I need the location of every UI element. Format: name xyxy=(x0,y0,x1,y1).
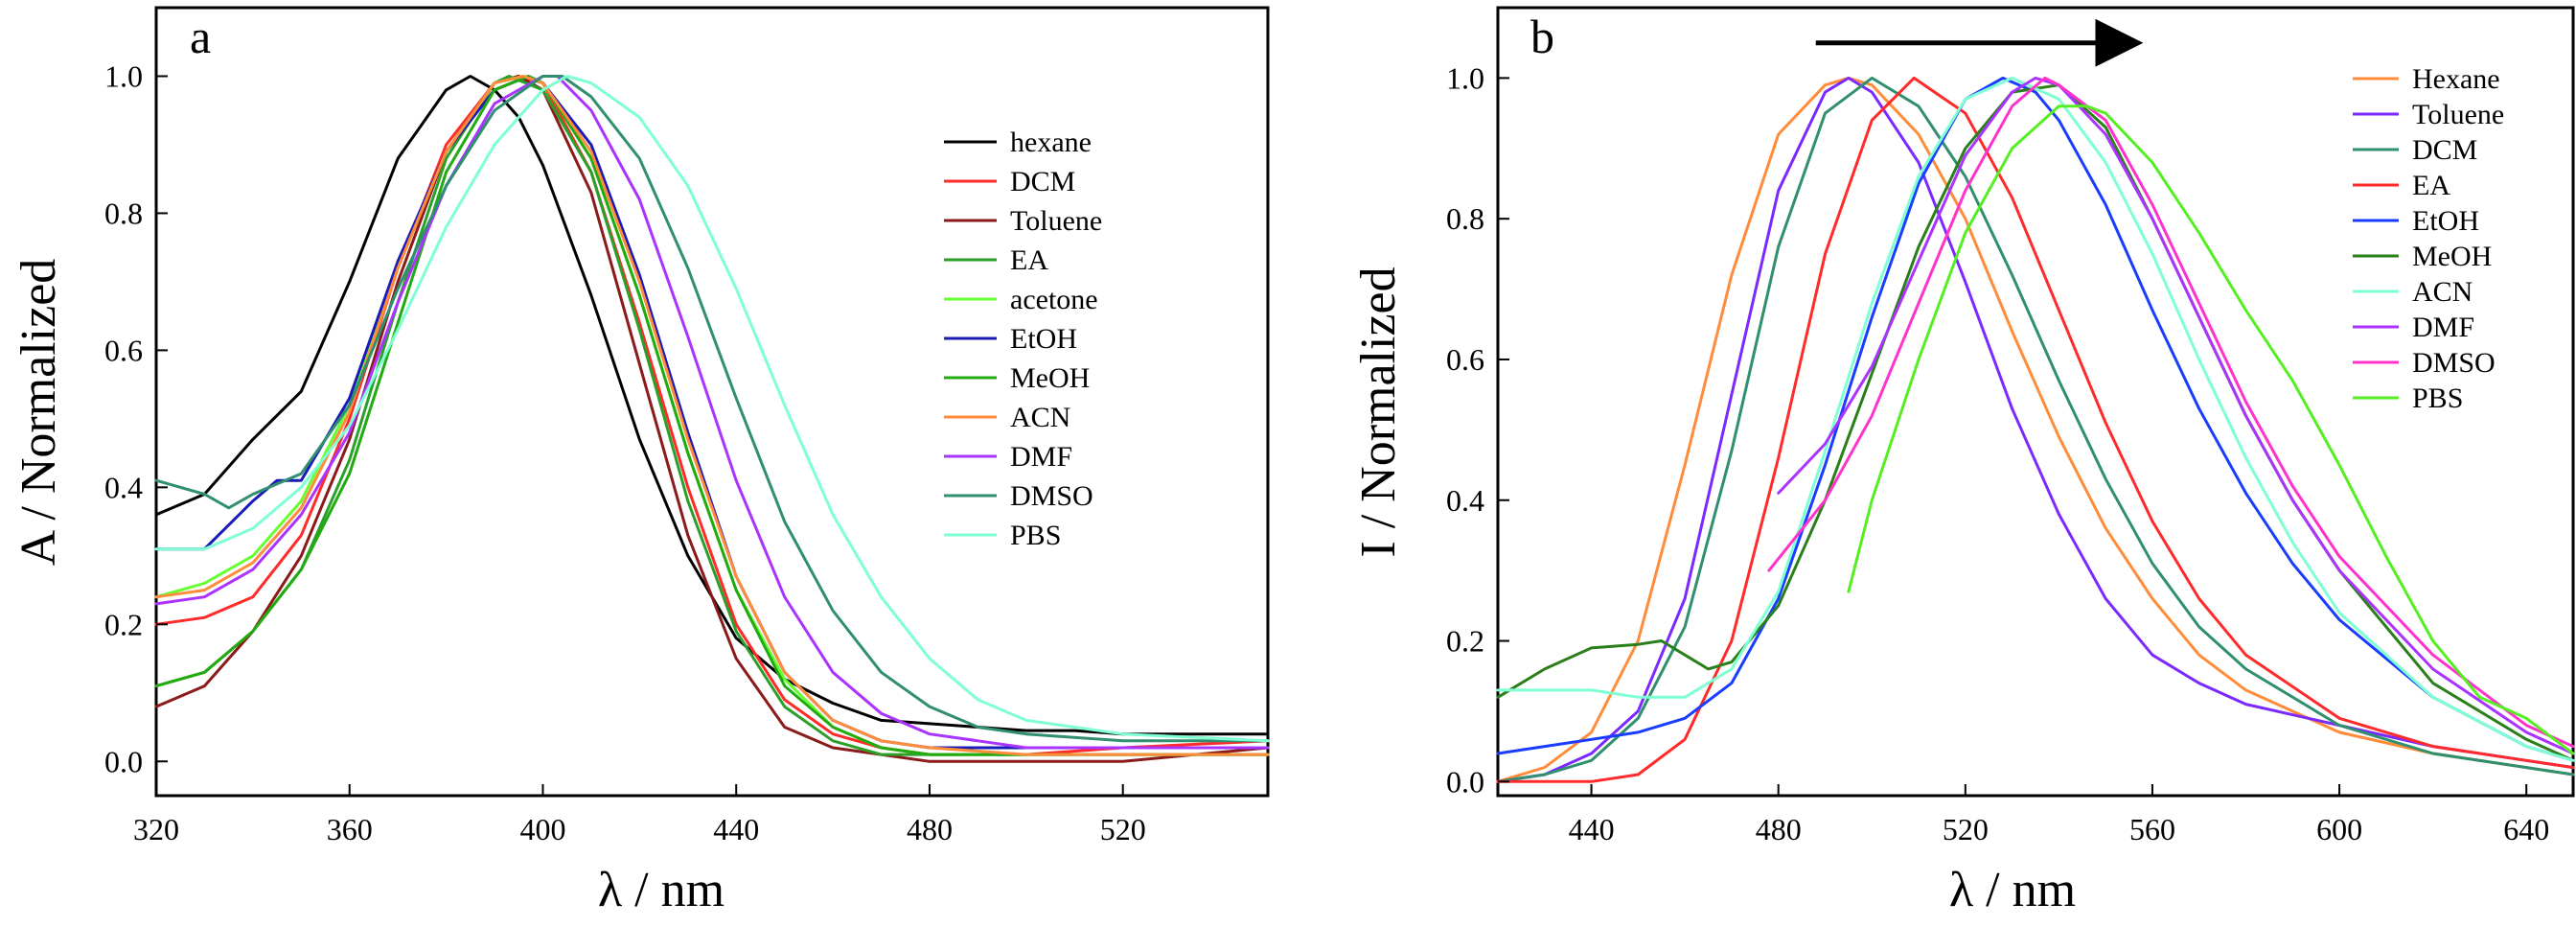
panel-a-plot-frame xyxy=(154,6,1270,798)
panel-a-x-tick-label: 400 xyxy=(519,812,565,846)
panel-b-legend-label: DCM xyxy=(2412,134,2477,166)
panel-a-legend-label: acetone xyxy=(1010,284,1098,315)
panel-b-label: b xyxy=(1530,10,1554,63)
panel-a-series-dcm xyxy=(154,75,1270,756)
panel-a-series-meoh xyxy=(154,75,1270,756)
panel-a-y-tick-label: 1.0 xyxy=(104,58,143,93)
panel-a-curves xyxy=(154,75,1270,763)
panel-a-label: a xyxy=(190,10,211,63)
panel-b-legend-label: MeOH xyxy=(2412,241,2492,272)
panel-a-legend-label: DMF xyxy=(1010,441,1072,473)
panel-a-series-dmso xyxy=(154,75,1270,743)
panel-a-series-acn xyxy=(154,75,1270,756)
panel-b-curves xyxy=(1496,76,2575,783)
panel-a-x-ticks: 320 360 400 440 480 520 xyxy=(133,784,1146,846)
panel-b-series-etoh xyxy=(1496,76,2575,762)
panel-a-legend-label: MeOH xyxy=(1010,362,1090,394)
panel-b-legend-label: DMSO xyxy=(2412,347,2496,379)
panel-b-series-pbs xyxy=(1847,104,2575,755)
panel-a-y-tick-label: 0.6 xyxy=(104,333,143,367)
panel-b-series-acn xyxy=(1496,76,2575,762)
panel-a-series-ea xyxy=(154,75,1270,756)
panel-a-x-tick-label: 440 xyxy=(713,812,759,846)
panel-a-x-tick-label: 520 xyxy=(1100,812,1146,846)
panel-a-legend-label: ACN xyxy=(1010,402,1070,433)
panel-b-x-tick-label: 440 xyxy=(1569,812,1615,846)
panel-b-series-hexane xyxy=(1496,76,2575,783)
panel-a-legend-label: DMSO xyxy=(1010,480,1093,512)
panel-b-series-ea xyxy=(1496,76,2575,783)
panel-b-x-axis-title: λ / nm xyxy=(1949,863,2076,917)
panel-b-legend-label: ACN xyxy=(2412,276,2472,308)
panel-b: 440 480 520 560 600 640 0.00.20.40.60.81.0 b … xyxy=(1351,6,2575,917)
panel-a-legend-label: EA xyxy=(1010,244,1048,276)
panel-b-legend-label: DMF xyxy=(2412,312,2474,343)
panel-b-series-dcm xyxy=(1496,76,2575,783)
panel-a-legend-label: Toluene xyxy=(1010,205,1102,237)
panel-a-y-tick-label: 0.2 xyxy=(104,607,143,641)
panel-b-y-ticks: 0.0 0.2 0.4 0.6 0.8 1.0 xyxy=(1446,60,1509,799)
panel-a-x-tick-label: 320 xyxy=(133,812,179,846)
panel-b-x-tick-label: 640 xyxy=(2503,812,2549,846)
panel-b-legend-label: EtOH xyxy=(2412,205,2479,237)
panel-a-y-axis-title: A / Normalized xyxy=(12,259,66,567)
panel-a-series-hexane xyxy=(154,75,1270,736)
panel-b-y-tick-label: 0.0 xyxy=(1446,764,1484,799)
panel-b-legend-label: Toluene xyxy=(2412,99,2504,130)
panel-b-series-toluene xyxy=(1496,76,2575,783)
panel-a-legend-label: PBS xyxy=(1010,520,1061,551)
panel-a-series-pbs xyxy=(154,75,1270,743)
panel-b-legend-label: PBS xyxy=(2412,382,2463,414)
panel-b-legend-label: Hexane xyxy=(2412,63,2500,95)
panel-a: 320 360 400 440 480 520 0.00.20.40.60.81.0 a … xyxy=(12,6,1270,917)
panel-b-y-tick-label: 0.4 xyxy=(1446,483,1484,518)
panel-b-x-tick-label: 560 xyxy=(2129,812,2175,846)
panel-b-series-dmso xyxy=(1767,76,2575,749)
panel-a-series-dmf xyxy=(154,75,1270,750)
panel-a-series-acetone xyxy=(154,75,1270,756)
panel-a-series-toluene xyxy=(154,75,1270,763)
panel-a-legend-label: DCM xyxy=(1010,166,1075,197)
panel-a-legend-label: EtOH xyxy=(1010,323,1077,355)
panel-a-y-tick-label: 0.8 xyxy=(104,196,143,230)
panel-b-series-dmf xyxy=(1777,76,2575,755)
panel-a-y-tick-label: 0.4 xyxy=(104,470,143,504)
panel-b-plot-frame xyxy=(1496,6,2575,798)
panel-b-x-tick-label: 520 xyxy=(1943,812,1989,846)
panel-a-legend: hexane DCM Toluene EA acetone EtOH MeOH ACN DMF D… xyxy=(944,127,1102,551)
panel-b-x-tick-label: 480 xyxy=(1756,812,1802,846)
panel-a-legend-label: hexane xyxy=(1010,127,1092,158)
panel-b-x-ticks: 440 480 520 560 600 640 xyxy=(1569,784,2549,846)
panel-a-x-tick-label: 360 xyxy=(327,812,373,846)
panel-a-x-tick-label: 480 xyxy=(907,812,953,846)
panel-b-y-tick-label: 1.0 xyxy=(1446,60,1484,95)
panel-b-y-tick-label: 0.8 xyxy=(1446,201,1484,236)
panel-b-y-tick-label: 0.2 xyxy=(1446,624,1484,659)
panel-b-y-tick-label: 0.6 xyxy=(1446,342,1484,377)
panel-b-y-axis-title: I / Normalized xyxy=(1351,267,1406,557)
panel-a-x-axis-title: λ / nm xyxy=(598,863,724,917)
panel-a-y-tick-label: 0.0 xyxy=(104,744,143,778)
panel-b-x-tick-label: 600 xyxy=(2316,812,2362,846)
panel-b-legend-label: EA xyxy=(2412,170,2450,201)
panel-a-y-ticks: 0.0 0.2 0.4 0.6 0.8 1.0 xyxy=(104,58,168,778)
